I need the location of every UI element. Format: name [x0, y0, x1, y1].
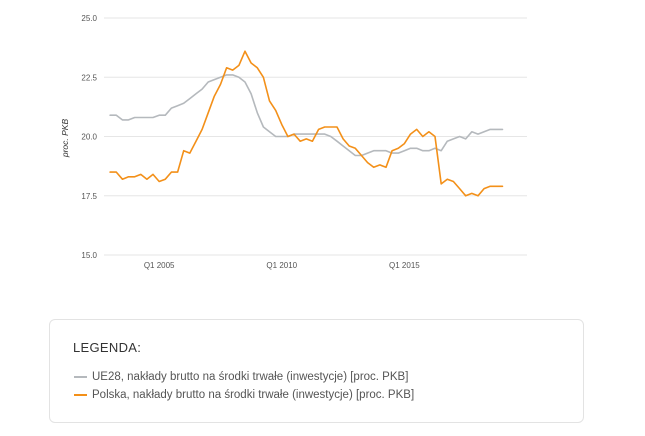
- y-tick-label: 17.5: [81, 192, 97, 201]
- series-line-ue28: [109, 74, 504, 157]
- legend-swatch-polska: [74, 394, 87, 396]
- line-chart: 25.022.520.017.515.0 Q1 2005 Q1 2010 Q1 20…: [60, 14, 527, 270]
- x-axis-ticks: Q1 2005 Q1 2010 Q1 2015: [144, 261, 420, 270]
- x-tick-label: Q1 2015: [389, 261, 420, 270]
- legend-swatch-ue28: [74, 376, 87, 378]
- legend: LEGENDA: UE28, nakłady brutto na środki …: [49, 319, 584, 423]
- legend-label-ue28: UE28, nakłady brutto na środki trwałe (i…: [92, 371, 409, 383]
- y-tick-label: 20.0: [81, 133, 97, 142]
- x-tick-label: Q1 2010: [266, 261, 297, 270]
- x-tick-label: Q1 2005: [144, 261, 175, 270]
- legend-title: LEGENDA:: [73, 340, 142, 355]
- y-tick-label: 25.0: [81, 14, 97, 23]
- y-tick-label: 15.0: [81, 251, 97, 260]
- legend-label-polska: Polska, nakłady brutto na środki trwałe …: [92, 389, 415, 401]
- legend-item-ue28: UE28, nakłady brutto na środki trwałe (i…: [74, 370, 408, 384]
- series-lines: [109, 50, 504, 197]
- series-line-polska: [109, 50, 504, 197]
- y-axis-label: proc. PKB: [60, 119, 70, 159]
- legend-item-polska: Polska, nakłady brutto na środki trwałe …: [74, 388, 414, 402]
- y-axis-ticks: 25.0 22.5 20.0 17.5 15.0: [81, 14, 97, 260]
- y-tick-label: 22.5: [81, 73, 97, 82]
